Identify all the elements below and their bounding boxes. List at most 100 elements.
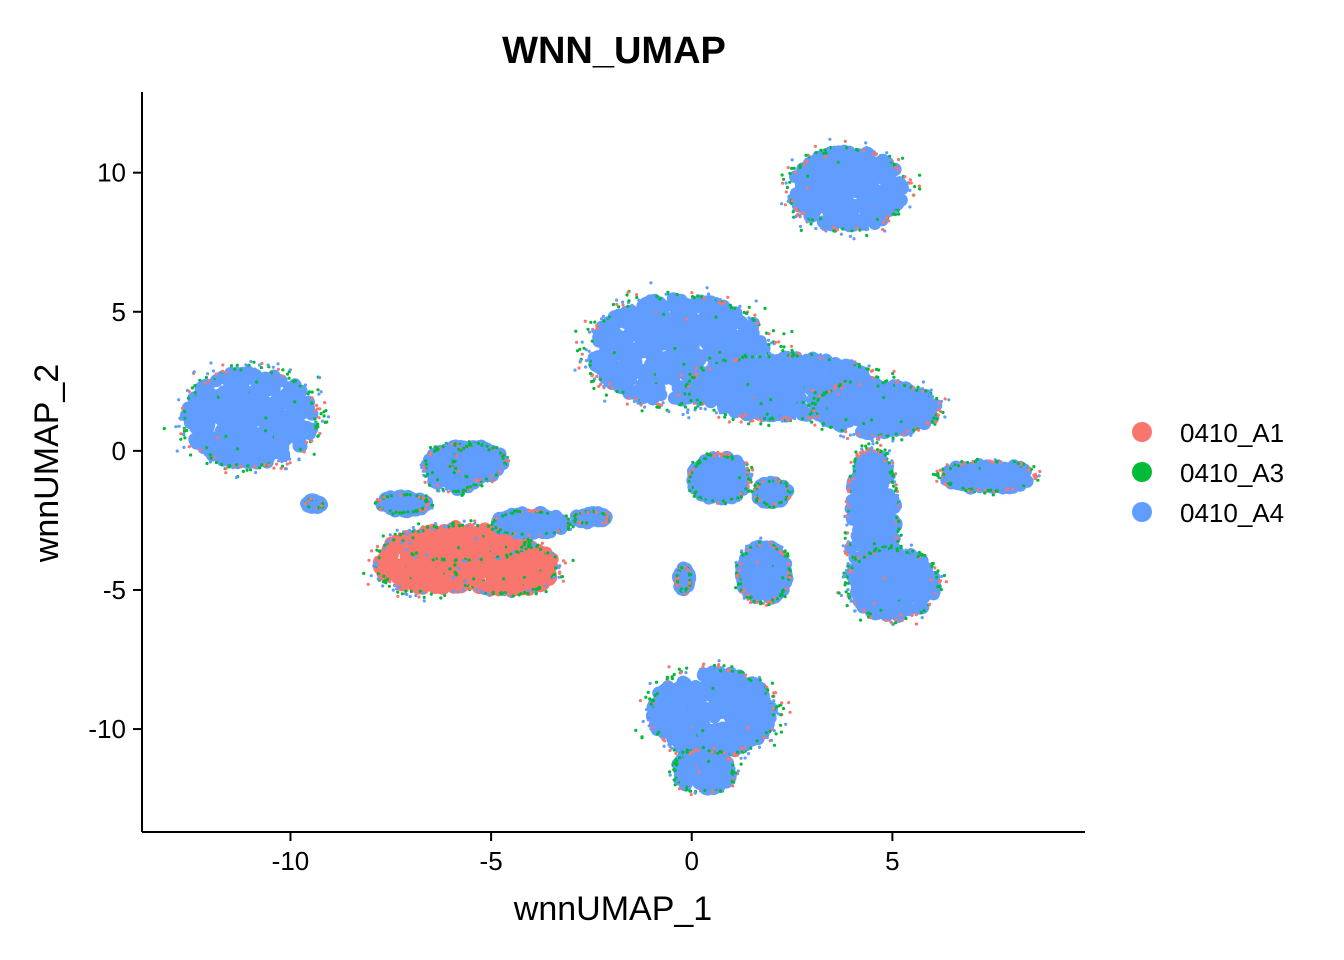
scatter-point bbox=[846, 487, 851, 491]
scatter-point bbox=[768, 417, 772, 421]
scatter-point bbox=[249, 359, 253, 364]
scatter-point bbox=[501, 464, 505, 468]
scatter-point bbox=[839, 434, 843, 438]
scatter-point bbox=[432, 524, 436, 529]
scatter-point bbox=[779, 344, 783, 349]
scatter-point bbox=[424, 459, 428, 463]
scatter-point bbox=[791, 350, 795, 354]
cluster-point bbox=[531, 548, 545, 562]
cluster-point bbox=[603, 332, 617, 346]
scatter-point bbox=[886, 465, 890, 469]
scatter-point bbox=[366, 582, 370, 587]
scatter-point bbox=[740, 415, 745, 419]
scatter-point bbox=[870, 439, 875, 443]
scatter-point bbox=[277, 459, 281, 463]
cluster-point bbox=[292, 407, 306, 421]
scatter-point bbox=[829, 425, 834, 429]
scatter-point bbox=[527, 540, 531, 544]
scatter-point bbox=[694, 366, 698, 370]
cluster-point bbox=[860, 393, 874, 407]
scatter-point bbox=[370, 549, 374, 553]
scatter-point bbox=[417, 522, 421, 526]
cluster-point bbox=[872, 490, 885, 504]
scatter-point bbox=[915, 388, 919, 392]
scatter-point bbox=[421, 496, 425, 500]
scatter-point bbox=[692, 296, 697, 300]
scatter-point bbox=[840, 428, 844, 432]
scatter-point bbox=[310, 390, 314, 394]
scatter-point bbox=[621, 303, 625, 307]
scatter-point bbox=[640, 409, 644, 413]
scatter-point bbox=[843, 551, 848, 555]
scatter-point bbox=[180, 406, 185, 410]
scatter-point bbox=[186, 396, 191, 400]
scatter-point bbox=[285, 462, 289, 466]
scatter-point bbox=[894, 493, 899, 497]
cluster-point bbox=[429, 476, 443, 490]
scatter-point bbox=[553, 555, 557, 559]
scatter-point bbox=[681, 412, 685, 417]
scatter-point bbox=[509, 530, 513, 535]
scatter-point bbox=[759, 402, 763, 406]
scatter-point bbox=[227, 465, 231, 469]
scatter-point bbox=[731, 417, 735, 422]
scatter-point bbox=[175, 449, 179, 453]
scatter-point bbox=[890, 459, 894, 463]
scatter-point bbox=[179, 437, 183, 441]
scatter-point bbox=[916, 385, 920, 389]
scatter-point bbox=[763, 306, 767, 310]
scatter-point bbox=[493, 522, 497, 526]
scatter-point bbox=[765, 412, 769, 416]
scatter-point bbox=[226, 367, 230, 371]
scatter-point bbox=[818, 394, 822, 398]
scatter-point bbox=[318, 499, 322, 503]
scatter-point bbox=[453, 559, 457, 563]
scatter-point bbox=[896, 529, 900, 534]
scatter-point bbox=[862, 421, 866, 426]
scatter-point bbox=[398, 533, 402, 537]
scatter-point bbox=[316, 422, 320, 426]
scatter-point bbox=[494, 526, 498, 530]
scatter-point bbox=[871, 442, 875, 446]
scatter-point bbox=[320, 419, 325, 423]
scatter-point bbox=[816, 398, 820, 402]
cluster-point bbox=[836, 359, 850, 373]
scatter-point bbox=[428, 453, 433, 457]
scatter-point bbox=[511, 594, 515, 598]
scatter-point bbox=[496, 555, 500, 559]
scatter-point bbox=[683, 392, 687, 396]
scatter-point bbox=[401, 534, 405, 538]
scatter-point bbox=[583, 319, 587, 323]
scatter-point bbox=[917, 428, 921, 432]
scatter-point bbox=[280, 460, 284, 464]
scatter-point bbox=[411, 536, 415, 540]
scatter-point bbox=[257, 363, 262, 367]
scatter-point bbox=[453, 443, 457, 447]
scatter-point bbox=[310, 401, 314, 405]
scatter-point bbox=[297, 382, 301, 386]
scatter-point bbox=[258, 466, 262, 470]
scatter-point bbox=[309, 497, 313, 501]
scatter-point bbox=[573, 368, 577, 372]
scatter-point bbox=[487, 557, 492, 561]
cluster-point bbox=[408, 566, 422, 579]
scatter-point bbox=[892, 369, 896, 373]
scatter-point bbox=[550, 510, 554, 515]
scatter-point bbox=[943, 397, 947, 401]
scatter-point bbox=[615, 390, 619, 394]
scatter-point bbox=[431, 503, 435, 507]
scatter-point bbox=[394, 510, 398, 514]
scatter-point bbox=[889, 471, 893, 475]
cluster-point bbox=[395, 578, 409, 592]
scatter-point bbox=[377, 572, 381, 576]
scatter-point bbox=[818, 353, 823, 357]
scatter-point bbox=[777, 340, 781, 344]
scatter-point bbox=[816, 415, 820, 419]
scatter-point bbox=[485, 591, 489, 596]
scatter-point bbox=[894, 483, 898, 487]
cluster-point bbox=[851, 537, 865, 551]
cluster-point bbox=[188, 408, 202, 421]
scatter-point bbox=[252, 360, 256, 364]
scatter-point bbox=[479, 557, 483, 562]
